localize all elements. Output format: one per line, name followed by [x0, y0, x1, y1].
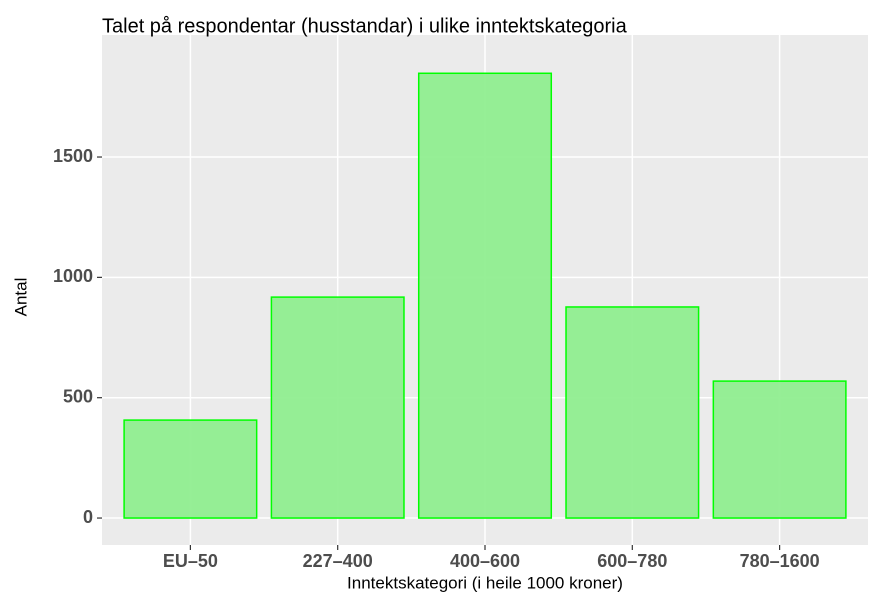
y-tick-label: 1500 — [53, 146, 93, 166]
bar — [123, 419, 258, 519]
bar — [417, 72, 553, 519]
x-tick-label: 400–600 — [450, 551, 520, 571]
x-axis-label: Inntektskategori (i heile 1000 kroner) — [347, 573, 623, 592]
x-tick-label: 600–780 — [597, 551, 667, 571]
bar — [712, 380, 847, 519]
bar — [270, 296, 405, 519]
y-tick-label: 500 — [63, 386, 93, 406]
y-tick-label: 1000 — [53, 266, 93, 286]
bar — [565, 306, 700, 519]
y-axis-label: Antal — [11, 278, 30, 317]
x-tick-label: 227–400 — [303, 551, 373, 571]
chart-title: Talet på respondentar (husstandar) i uli… — [102, 15, 628, 37]
y-tick-label: 0 — [83, 507, 93, 527]
x-tick-label: 780–1600 — [740, 551, 820, 571]
x-tick-label: EU–50 — [163, 551, 218, 571]
